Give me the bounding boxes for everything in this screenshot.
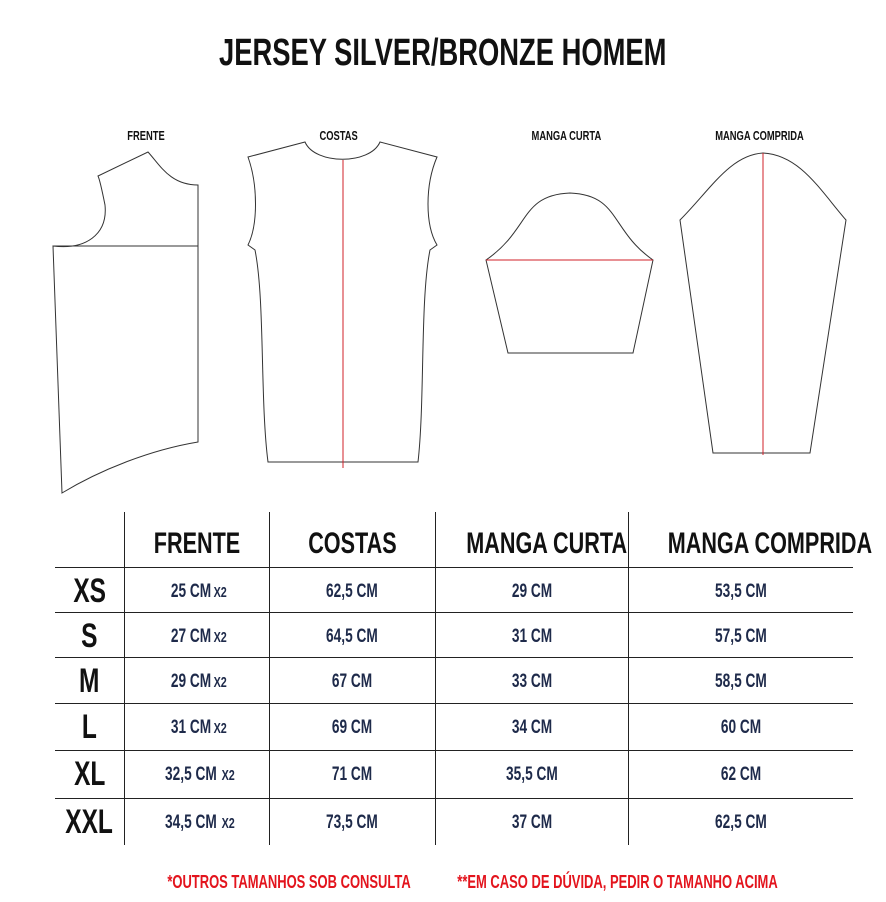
cell-manga-comprida: 58,5 CM	[714, 671, 767, 692]
header-manga-comprida: MANGA COMPRIDA	[667, 527, 873, 560]
cell-manga-comprida: 57,5 CM	[714, 626, 767, 647]
table-divider	[269, 512, 270, 845]
multiplier: X2	[213, 584, 228, 601]
multiplier: X2	[213, 720, 228, 737]
label-manga-comprida: MANGA COMPRIDA	[715, 128, 805, 143]
table-divider	[55, 567, 853, 568]
note-other-sizes: *OUTROS TAMANHOS SOB CONSULTA	[167, 872, 411, 892]
size-label: XL	[73, 755, 106, 793]
cell-manga-comprida: 60 CM	[720, 717, 761, 738]
cell-manga-curta: 35,5 CM	[505, 764, 558, 785]
table-divider	[55, 657, 853, 658]
table-divider	[55, 703, 853, 704]
costas-pattern	[247, 141, 438, 463]
manga-curta-pattern	[485, 192, 654, 354]
label-manga-curta: MANGA CURTA	[531, 128, 601, 143]
header-frente: FRENTE	[153, 527, 240, 560]
cell-frente: 29 CM X2	[171, 671, 228, 692]
cell-manga-curta: 29 CM	[511, 581, 552, 602]
table-divider	[124, 512, 125, 845]
size-label: M	[79, 662, 100, 700]
cell-frente: 27 CM X2	[171, 626, 228, 647]
multiplier: X2	[213, 629, 228, 646]
cell-manga-curta: 34 CM	[511, 717, 552, 738]
note-size-doubt: **EM CASO DE DÚVIDA, PEDIR O TAMANHO ACI…	[457, 872, 778, 892]
cell-manga-curta: 37 CM	[511, 812, 552, 833]
cell-frente: 31 CM X2	[171, 717, 228, 738]
label-frente: FRENTE	[127, 128, 165, 143]
size-label: XXL	[65, 803, 114, 841]
table-divider	[55, 750, 853, 751]
table-divider	[435, 512, 436, 845]
multiplier: X2	[221, 767, 236, 784]
table-divider	[55, 798, 853, 799]
multiplier: X2	[213, 674, 228, 691]
size-label: XS	[73, 572, 106, 610]
cell-costas: 67 CM	[331, 671, 373, 692]
cell-costas: 64,5 CM	[326, 626, 378, 647]
frente-pattern	[52, 151, 199, 494]
manga-comprida-pattern	[679, 152, 847, 454]
header-costas: COSTAS	[307, 527, 397, 560]
size-label: L	[82, 708, 97, 746]
cell-manga-comprida: 62 CM	[720, 764, 761, 785]
table-divider	[55, 612, 853, 613]
cell-manga-curta: 33 CM	[511, 671, 552, 692]
cell-costas: 69 CM	[331, 717, 373, 738]
cell-manga-comprida: 62,5 CM	[714, 812, 767, 833]
cell-costas: 62,5 CM	[326, 581, 378, 602]
pattern-drawings	[52, 141, 847, 494]
size-label: S	[81, 617, 98, 655]
label-costas: COSTAS	[319, 128, 359, 143]
cell-frente: 25 CM X2	[171, 581, 228, 602]
cell-costas: 71 CM	[331, 764, 373, 785]
cell-manga-curta: 31 CM	[511, 626, 552, 647]
cell-frente: 32,5 CM X2	[165, 764, 236, 785]
page-title: JERSEY SILVER/BRONZE HOMEM	[219, 32, 667, 74]
table-divider	[628, 512, 629, 845]
cell-manga-comprida: 53,5 CM	[714, 581, 767, 602]
cell-costas: 73,5 CM	[326, 812, 378, 833]
multiplier: X2	[221, 815, 236, 832]
header-manga-curta: MANGA CURTA	[466, 527, 628, 560]
cell-frente: 34,5 CM X2	[165, 812, 236, 833]
